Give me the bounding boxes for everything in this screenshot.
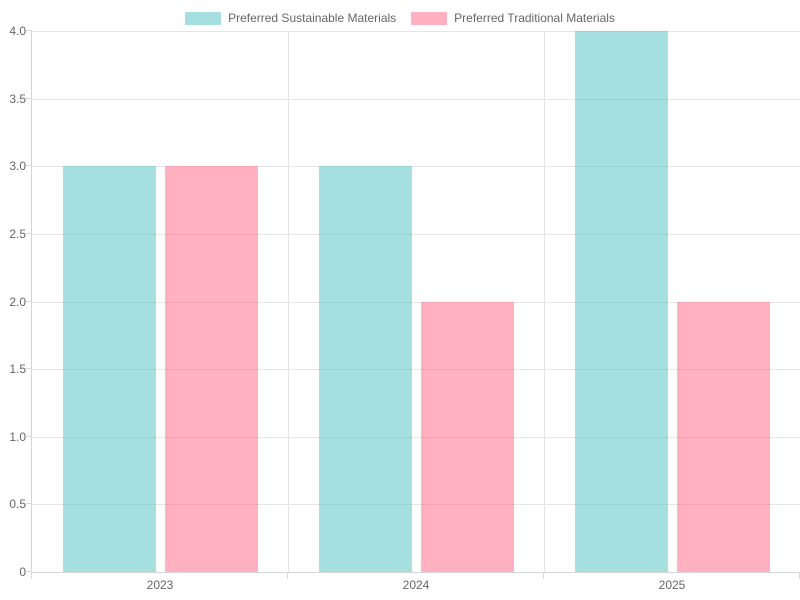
y-tick-label: 0.5 xyxy=(9,497,26,512)
bar[interactable] xyxy=(574,31,668,572)
gridline-horizontal xyxy=(32,436,800,438)
bar[interactable] xyxy=(318,166,412,572)
gridline-horizontal xyxy=(32,504,800,506)
y-tick-label: 2.5 xyxy=(9,226,26,241)
x-axis-line xyxy=(31,572,800,573)
y-tick-label: 3.5 xyxy=(9,91,26,106)
y-axis-tick xyxy=(26,30,32,31)
y-axis-tick xyxy=(26,435,32,437)
bar-group-2025 xyxy=(544,31,800,572)
gridline-horizontal xyxy=(32,369,800,371)
legend-item[interactable]: Preferred Sustainable Materials xyxy=(185,10,396,27)
y-tick-label: 1.5 xyxy=(9,362,26,377)
gridline-vertical xyxy=(288,31,289,572)
legend-swatch-icon xyxy=(411,12,448,25)
x-axis-tick xyxy=(31,573,32,579)
y-axis-tick xyxy=(26,503,32,505)
gridline-horizontal xyxy=(32,233,800,235)
gridline-horizontal xyxy=(32,166,800,168)
x-axis-tick xyxy=(543,573,544,579)
legend-label: Preferred Sustainable Materials xyxy=(228,11,397,25)
bar[interactable] xyxy=(164,166,258,572)
y-axis-tick xyxy=(26,300,32,302)
bar-groups xyxy=(32,31,800,572)
y-axis-tick xyxy=(26,97,32,99)
x-tick-label: 2025 xyxy=(658,578,686,592)
bar-group-2024 xyxy=(288,31,544,572)
chart-legend: Preferred Sustainable Materials Preferred… xyxy=(0,10,800,27)
y-axis-tick xyxy=(26,165,32,167)
gridline-vertical xyxy=(544,31,545,572)
bar-group-2023 xyxy=(32,31,288,572)
y-axis-tick xyxy=(26,571,32,572)
legend-item[interactable]: Preferred Traditional Materials xyxy=(411,10,615,27)
y-tick-label: 2.0 xyxy=(9,294,26,309)
bar[interactable] xyxy=(676,301,770,572)
y-axis-line xyxy=(31,31,32,572)
bar[interactable] xyxy=(62,166,156,572)
plot-area xyxy=(32,31,800,572)
x-axis-tick xyxy=(287,573,288,579)
gridline-horizontal xyxy=(32,98,800,100)
x-axis-labels: 2023 2024 2025 xyxy=(32,577,800,593)
y-tick-label: 4.0 xyxy=(9,24,26,38)
legend-swatch-icon xyxy=(185,12,222,25)
bar[interactable] xyxy=(420,301,514,572)
x-tick-label: 2024 xyxy=(402,578,430,592)
y-tick-label: 0 xyxy=(19,565,26,579)
y-axis-tick xyxy=(26,232,32,234)
y-tick-label: 3.0 xyxy=(9,159,26,174)
legend-label: Preferred Traditional Materials xyxy=(454,11,615,25)
gridline-horizontal xyxy=(32,301,800,303)
y-axis-tick xyxy=(26,368,32,370)
gridline-horizontal xyxy=(32,31,800,32)
y-tick-label: 1.0 xyxy=(9,429,26,444)
x-tick-label: 2023 xyxy=(146,578,174,592)
